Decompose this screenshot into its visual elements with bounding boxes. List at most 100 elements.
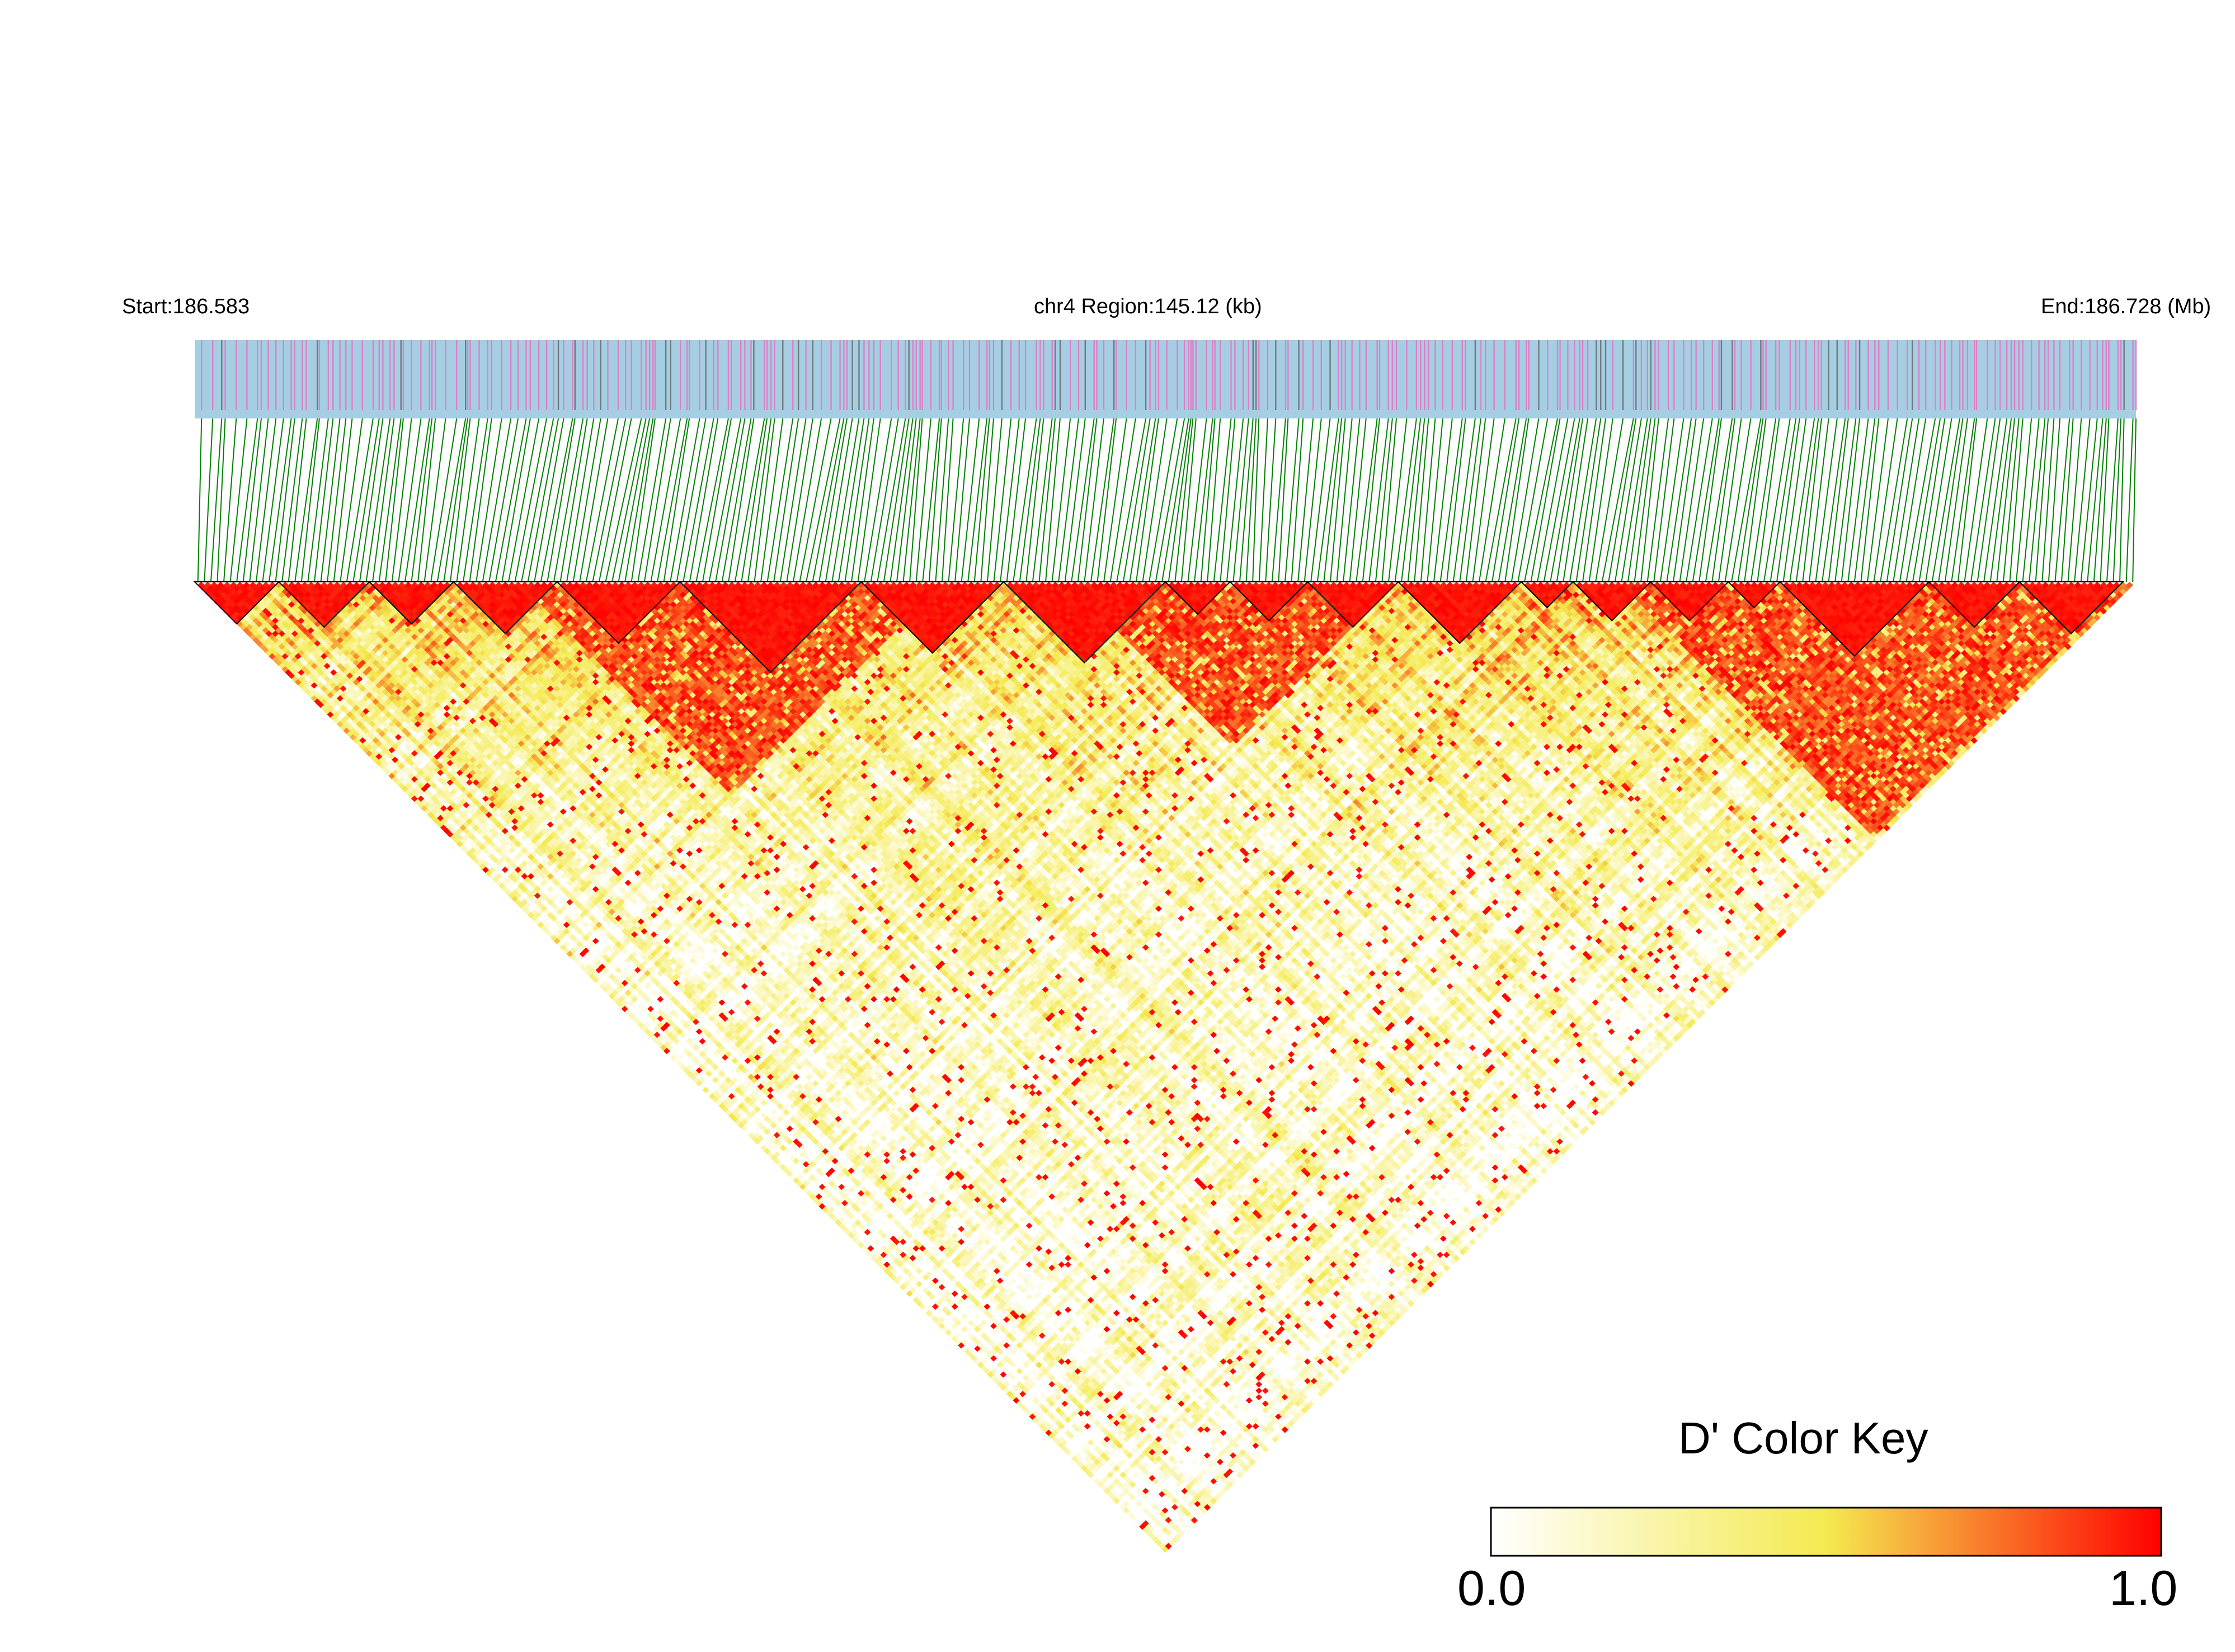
snp-connector [2133,418,2136,582]
snp-connector [217,418,225,582]
snp-connector [1699,418,1721,582]
snp-connector [1777,418,1800,582]
snp-connector [295,418,317,582]
snp-connector [586,418,618,582]
snp-connector [774,418,798,582]
snp-connector [1978,418,2001,582]
snp-connector [1253,418,1259,582]
snp-connector [353,418,379,582]
snp-connector [204,418,213,582]
snp-connector [1744,418,1766,582]
snp-connector [2074,418,2090,582]
snp-connector [1576,418,1601,582]
snp-connector [1207,418,1220,582]
snp-connector [1686,418,1712,582]
snp-connector [741,418,767,582]
snp-connector [561,418,587,582]
snp-connector [1369,418,1388,582]
snp-connector [224,418,236,582]
snp-connector [942,418,953,582]
snp-connector [1363,418,1380,582]
snp-connector [1770,418,1796,582]
snp-connector [955,418,970,582]
snp-connector [489,418,518,582]
snp-connector [1951,418,1974,582]
snp-connector [1984,418,2007,582]
snp-connector [1738,418,1763,582]
snp-connector [1583,418,1606,582]
snp-connector [1958,418,1977,582]
snp-connector [787,418,813,582]
snp-connector [935,418,948,582]
snp-connector [444,418,468,582]
snp-connector [1796,418,1819,582]
snp-connector [366,418,390,582]
snp-connector [373,418,394,582]
snp-connector [230,418,247,582]
snp-connector [1395,418,1417,582]
snp-connector [237,418,257,582]
snp-connector [573,418,601,582]
snp-connector [2107,418,2118,582]
snp-connector [1033,418,1052,582]
ld-heatmap-triangle [197,582,2133,1553]
snp-connector [1130,418,1155,582]
snp-connector [2049,418,2060,582]
snp-connector [592,418,625,582]
snp-connector [716,418,745,582]
snp-connector [1751,418,1776,582]
snp-connector [1356,418,1377,582]
snp-connector [1731,418,1761,582]
snp-connector [1945,418,1968,582]
snp-connector [1964,418,1987,582]
snp-connector-lines [198,418,2136,582]
snp-connector [515,418,547,582]
snp-connector [1790,418,1814,582]
snp-connector [1531,418,1560,582]
snp-connector [476,418,502,582]
snp-connector [360,418,383,582]
snp-connector [651,418,680,582]
snp-connector [2126,418,2133,582]
snp-connector [1991,418,2011,582]
snp-connector [916,418,931,582]
snp-connector [1492,418,1519,582]
snp-connector [1971,418,1995,582]
snp-connector [1706,418,1733,582]
snp-connector [1861,418,1879,582]
snp-connector [2120,418,2124,582]
snp-connector [1919,418,1945,582]
snp-connector [683,418,713,582]
snp-connector [1298,418,1313,582]
snp-connector [1938,418,1963,582]
snp-connector [1887,418,1913,582]
snp-connector [799,418,831,582]
snp-connector [1343,418,1359,582]
snp-connector [379,418,401,582]
snp-connector [308,418,328,582]
snp-connector [1648,418,1668,582]
snp-connector [1893,418,1919,582]
snp-connector [1427,418,1442,582]
snp-connector [347,418,373,582]
snp-connector [198,418,201,582]
snp-connector [496,418,526,582]
snp-connector [780,418,806,582]
snp-connector [987,418,1002,582]
snp-connector [470,418,492,582]
snp-connector [858,418,881,582]
snp-connector [2016,418,2031,582]
snp-connector [949,418,964,582]
snp-connector [1441,418,1462,582]
snp-connector [211,418,222,582]
snp-connector [1926,418,1951,582]
snp-connector [1259,418,1268,582]
snp-connector [528,418,558,582]
snp-connector [509,418,539,582]
snp-connector [1305,418,1321,582]
snp-connector [1673,418,1696,582]
snp-connector [411,418,432,582]
snp-connector [897,418,916,582]
snp-connector [1421,418,1436,582]
